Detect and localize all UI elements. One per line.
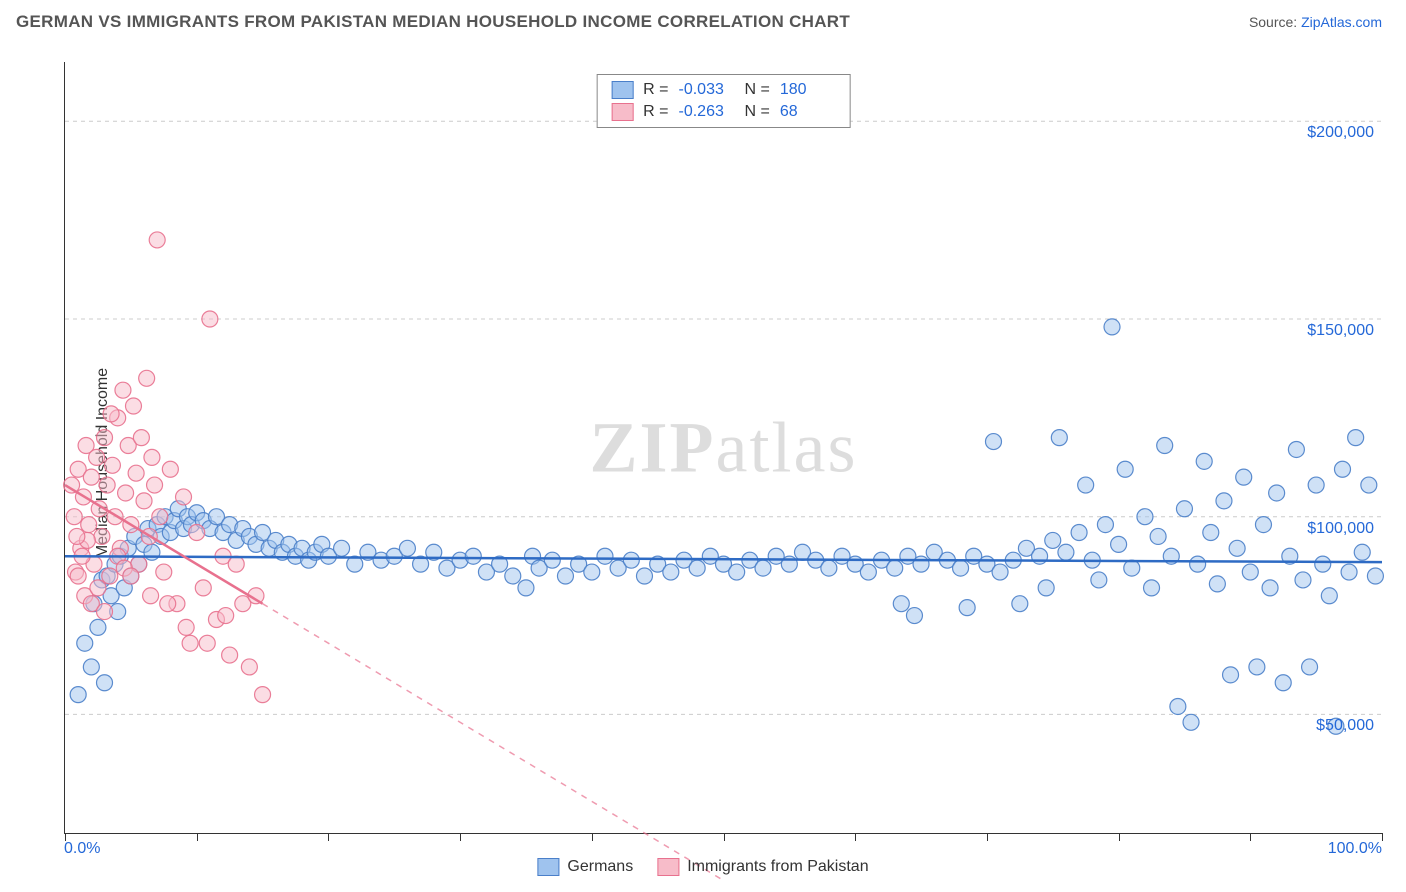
- plot-svg: [65, 62, 1382, 833]
- x-axis-start: 0.0%: [64, 840, 100, 858]
- r-value-1: -0.263: [679, 103, 735, 121]
- series-legend: Germans Immigrants from Pakistan: [537, 858, 868, 876]
- source-prefix: Source:: [1249, 14, 1301, 30]
- y-tick-label: $150,000: [1307, 322, 1374, 340]
- r-label: R =: [643, 103, 668, 121]
- chart-container: Median Household Income ZIPatlas R = -0.…: [16, 50, 1390, 876]
- x-axis-labels: 0.0% 100.0%: [64, 840, 1382, 858]
- source-attribution: Source: ZipAtlas.com: [1249, 14, 1382, 30]
- correlation-legend-row: R = -0.263 N = 68: [597, 101, 850, 123]
- legend-swatch-blue: [611, 81, 633, 99]
- y-tick-label: $100,000: [1307, 520, 1374, 538]
- legend-swatch-pakistan: [657, 858, 679, 876]
- legend-swatch-germans: [537, 858, 559, 876]
- correlation-legend-row: R = -0.033 N = 180: [597, 79, 850, 101]
- plot-area: ZIPatlas R = -0.033 N = 180 R = -0.263 N…: [64, 62, 1382, 834]
- n-value-0: 180: [780, 81, 836, 99]
- x-tick: [1382, 833, 1383, 841]
- legend-label-germans: Germans: [567, 858, 633, 876]
- r-label: R =: [643, 81, 668, 99]
- source-link[interactable]: ZipAtlas.com: [1301, 14, 1382, 30]
- legend-item-germans: Germans: [537, 858, 633, 876]
- legend-swatch-pink: [611, 103, 633, 121]
- n-value-1: 68: [780, 103, 836, 121]
- x-axis-end: 100.0%: [1328, 840, 1382, 858]
- chart-title: GERMAN VS IMMIGRANTS FROM PAKISTAN MEDIA…: [16, 12, 850, 32]
- r-value-0: -0.033: [679, 81, 735, 99]
- y-tick-label: $50,000: [1316, 717, 1374, 735]
- chart-header: GERMAN VS IMMIGRANTS FROM PAKISTAN MEDIA…: [0, 0, 1406, 40]
- legend-label-pakistan: Immigrants from Pakistan: [687, 858, 868, 876]
- n-label: N =: [745, 81, 770, 99]
- y-tick-label: $200,000: [1307, 124, 1374, 142]
- legend-item-pakistan: Immigrants from Pakistan: [657, 858, 868, 876]
- n-label: N =: [745, 103, 770, 121]
- correlation-legend: R = -0.033 N = 180 R = -0.263 N = 68: [596, 74, 851, 128]
